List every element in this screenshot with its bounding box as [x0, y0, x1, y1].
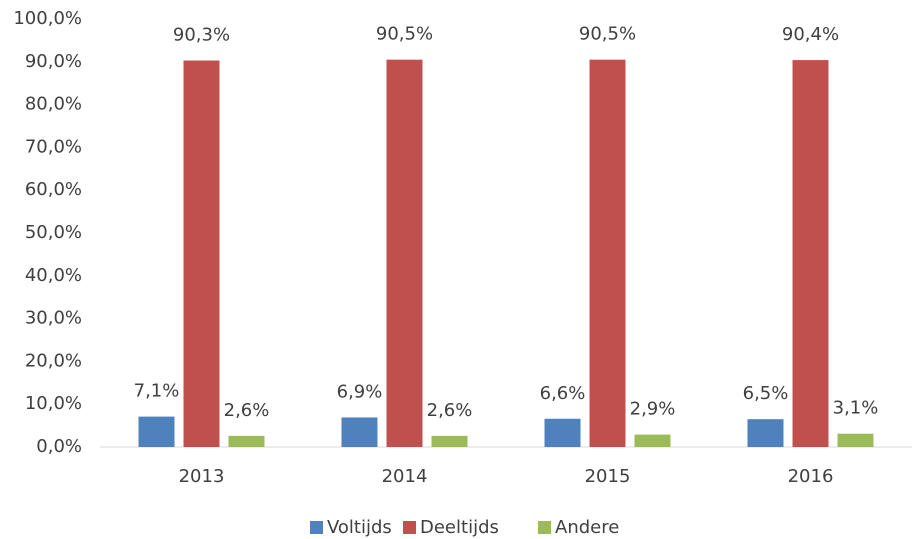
value-label: 90,4% [782, 24, 839, 45]
x-tick-label: 2013 [179, 466, 225, 487]
value-label: 2,6% [427, 400, 473, 421]
bar [228, 435, 265, 447]
y-tick-label: 10,0% [25, 393, 82, 414]
value-label: 6,5% [743, 383, 789, 404]
x-tick-label: 2016 [788, 466, 834, 487]
legend-swatch [403, 521, 416, 534]
bar [544, 418, 581, 447]
bar [183, 60, 220, 448]
bar [431, 435, 468, 447]
x-tick-label: 2014 [382, 466, 428, 487]
legend-label: Deeltijds [420, 517, 499, 538]
value-label: 7,1% [134, 381, 180, 402]
value-label: 90,5% [579, 24, 636, 45]
bar [589, 59, 626, 447]
y-tick-label: 20,0% [25, 350, 82, 371]
value-label: 2,9% [630, 399, 676, 420]
y-tick-label: 40,0% [25, 265, 82, 286]
y-tick-label: 50,0% [25, 222, 82, 243]
legend-swatch [538, 521, 551, 534]
bar [634, 434, 671, 447]
value-label: 2,6% [224, 400, 270, 421]
y-tick-label: 100,0% [13, 8, 82, 29]
bar [138, 416, 175, 447]
value-label: 90,3% [173, 25, 230, 46]
legend-swatch [310, 521, 323, 534]
value-label: 6,9% [337, 381, 383, 402]
value-label: 3,1% [833, 398, 879, 419]
bar [837, 433, 874, 447]
x-tick-label: 2015 [585, 466, 631, 487]
bar [386, 59, 423, 447]
bar [341, 417, 378, 447]
y-tick-label: 80,0% [25, 94, 82, 115]
legend-label: Voltijds [327, 517, 392, 538]
bar [747, 419, 784, 447]
y-tick-label: 60,0% [25, 179, 82, 200]
y-tick-label: 90,0% [25, 51, 82, 72]
y-tick-label: 0,0% [36, 436, 82, 457]
legend-label: Andere [555, 517, 619, 538]
y-tick-label: 70,0% [25, 136, 82, 157]
value-label: 6,6% [540, 383, 586, 404]
bar [792, 60, 829, 447]
y-tick-label: 30,0% [25, 308, 82, 329]
value-label: 90,5% [376, 24, 433, 45]
